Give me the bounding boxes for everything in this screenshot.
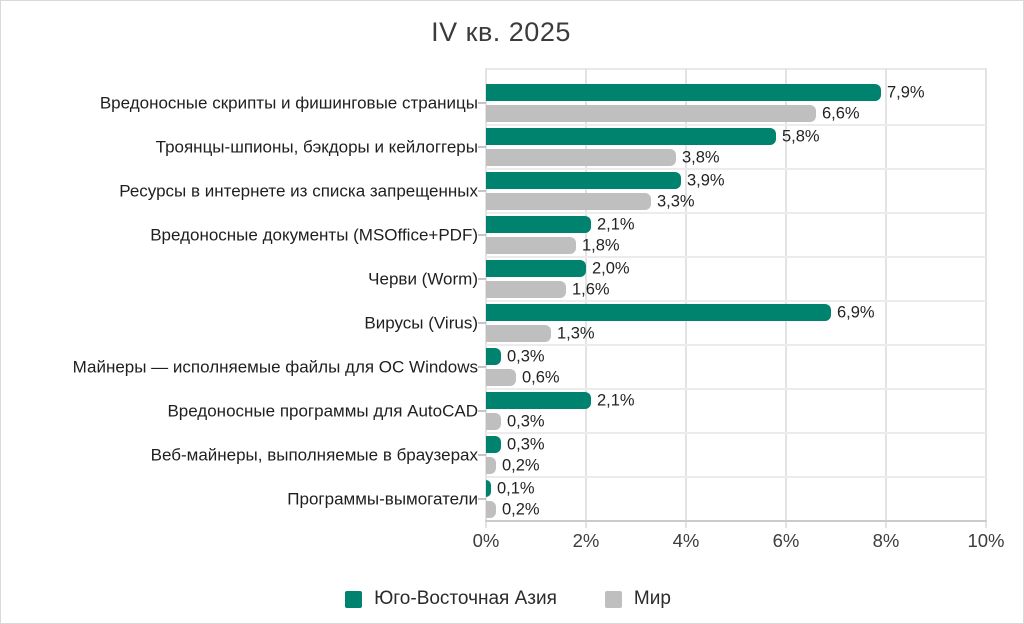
category-axis-tick <box>478 322 486 324</box>
bar-world <box>486 281 566 298</box>
category-axis-tick <box>478 234 486 236</box>
row-separator <box>486 168 986 170</box>
bar-world <box>486 237 576 254</box>
value-label: 0,2% <box>502 500 540 518</box>
category-label: Черви (Worm) <box>368 269 478 289</box>
row-separator <box>486 388 986 390</box>
category-label: Вредоносные программы для AutoCAD <box>167 401 478 421</box>
gridline-2% <box>585 68 587 528</box>
value-label: 2,1% <box>597 391 635 409</box>
x-tick-label: 0% <box>472 530 500 551</box>
category-axis-tick <box>478 410 486 412</box>
legend-item-world[interactable]: Мир <box>604 588 671 610</box>
value-label: 0,3% <box>507 435 545 453</box>
bar-world <box>486 413 501 430</box>
legend-label-world: Мир <box>633 588 671 609</box>
value-label: 3,8% <box>682 148 720 166</box>
bar-southeast-asia <box>486 348 501 365</box>
bar-world <box>486 369 516 386</box>
row-separator <box>486 212 986 214</box>
bar-southeast-asia <box>486 172 681 189</box>
value-label: 3,9% <box>687 171 725 189</box>
bar-southeast-asia <box>486 260 586 277</box>
row-separator <box>486 300 986 302</box>
x-tick-label: 4% <box>672 530 700 551</box>
bar-southeast-asia <box>486 304 831 321</box>
gridline-8% <box>885 68 887 528</box>
value-label: 0,2% <box>502 456 540 474</box>
category-axis-tick <box>478 102 486 104</box>
bar-world <box>486 457 496 474</box>
value-label: 3,3% <box>657 192 695 210</box>
value-label: 5,8% <box>782 127 820 145</box>
legend-item-southeast-asia[interactable]: Юго-Восточная Азия <box>345 588 557 610</box>
value-label: 0,1% <box>497 479 535 497</box>
row-separator <box>486 476 986 478</box>
category-axis-tick <box>478 498 486 500</box>
x-tick-label: 10% <box>967 530 1005 551</box>
x-tick-label: 2% <box>572 530 600 551</box>
value-label: 0,6% <box>522 368 560 386</box>
row-separator <box>486 256 986 258</box>
bar-world <box>486 193 651 210</box>
row-separator <box>486 124 986 126</box>
category-axis-tick <box>478 454 486 456</box>
value-label: 2,1% <box>597 215 635 233</box>
value-label: 1,6% <box>572 280 610 298</box>
category-label: Вредоносные документы (MSOffice+PDF) <box>150 225 478 245</box>
value-label: 2,0% <box>592 259 630 277</box>
value-label: 1,8% <box>582 236 620 254</box>
bar-world <box>486 105 816 122</box>
gridline-0% <box>485 68 487 528</box>
bar-world <box>486 149 676 166</box>
plot-top-border <box>486 68 986 70</box>
gridline-6% <box>785 68 787 528</box>
bar-world <box>486 325 551 342</box>
category-label: Троянцы-шпионы, бэкдоры и кейлоггеры <box>155 137 478 157</box>
value-label: 0,3% <box>507 347 545 365</box>
gridline-10% <box>985 68 987 528</box>
bar-world <box>486 501 496 518</box>
value-label: 1,3% <box>557 324 595 342</box>
category-label: Вирусы (Virus) <box>364 313 478 333</box>
value-label: 0,3% <box>507 412 545 430</box>
category-label: Ресурсы в интернете из списка запрещенны… <box>119 181 478 201</box>
bar-southeast-asia <box>486 480 491 497</box>
category-label: Майнеры — исполняемые файлы для ОС Windo… <box>72 357 478 377</box>
value-label: 6,6% <box>822 104 860 122</box>
x-tick-label: 8% <box>872 530 900 551</box>
value-label: 6,9% <box>837 303 875 321</box>
legend-swatch-world <box>604 590 622 608</box>
value-label: 7,9% <box>887 83 925 101</box>
bar-southeast-asia <box>486 84 881 101</box>
legend-label-southeast-asia: Юго-Восточная Азия <box>374 588 557 609</box>
category-axis-tick <box>478 366 486 368</box>
category-label: Программы-вымогатели <box>287 489 478 509</box>
category-label: Веб-майнеры, выполняемые в браузерах <box>150 445 478 465</box>
bar-southeast-asia <box>486 128 776 145</box>
row-separator <box>486 432 986 434</box>
gridline-4% <box>685 68 687 528</box>
category-label: Вредоносные скрипты и фишинговые страниц… <box>99 93 478 113</box>
category-axis-tick <box>478 190 486 192</box>
bar-southeast-asia <box>486 436 501 453</box>
category-axis-tick <box>478 278 486 280</box>
bar-southeast-asia <box>486 392 591 409</box>
row-separator <box>486 344 986 346</box>
legend-swatch-southeast-asia <box>345 590 363 608</box>
legend: Юго-Восточная Азия Мир <box>1 586 1015 612</box>
x-axis-line <box>485 520 987 522</box>
bar-southeast-asia <box>486 216 591 233</box>
x-tick-label: 6% <box>772 530 800 551</box>
category-axis-tick <box>478 146 486 148</box>
chart-title: IV кв. 2025 <box>431 17 571 47</box>
